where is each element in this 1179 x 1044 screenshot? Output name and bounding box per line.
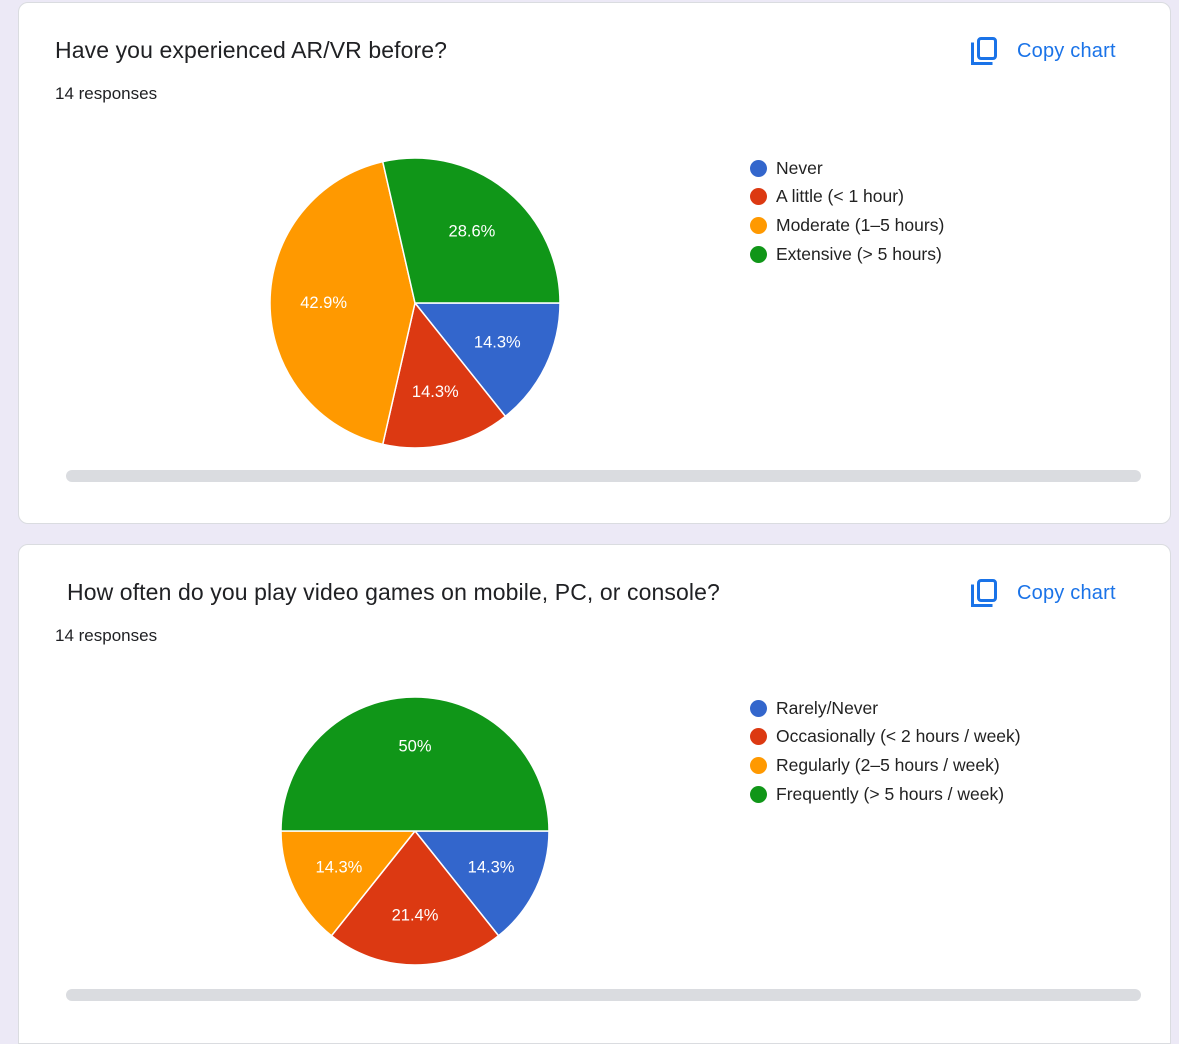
copy-chart-button[interactable]: Copy chart	[969, 31, 1116, 71]
chart-card-video-games: How often do you play video games on mob…	[18, 544, 1171, 1044]
slice-percent-label: 14.3%	[412, 383, 459, 401]
legend-label: Frequently (> 5 hours / week)	[776, 783, 1005, 804]
legend-item[interactable]: Extensive (> 5 hours)	[750, 240, 944, 269]
pie-slice[interactable]	[280, 830, 416, 937]
slice-percent-label: 42.9%	[300, 294, 347, 312]
copy-chart-label: Copy chart	[1017, 581, 1116, 604]
legend-label: Occasionally (< 2 hours / week)	[776, 726, 1021, 747]
horizontal-scrollbar[interactable]	[66, 470, 1141, 482]
legend-swatch	[750, 159, 767, 177]
slice-percent-label: 50%	[398, 738, 431, 756]
copy-icon	[971, 37, 997, 65]
question-title: Have you experienced AR/VR before?	[55, 37, 448, 63]
legend-label: A little (< 1 hour)	[776, 186, 904, 207]
legend-item[interactable]: Occasionally (< 2 hours / week)	[750, 723, 1021, 752]
legend-label: Extensive (> 5 hours)	[776, 243, 942, 264]
pie-chart: 14.3% 21.4% 14.3% 50%	[280, 696, 550, 966]
slice-percent-label: 28.6%	[449, 223, 496, 241]
question-title: How often do you play video games on mob…	[67, 579, 720, 605]
legend-item[interactable]: Rarely/Never	[750, 694, 1021, 723]
copy-chart-button[interactable]: Copy chart	[969, 573, 1116, 613]
legend-item[interactable]: Moderate (1–5 hours)	[750, 211, 944, 240]
copy-chart-label: Copy chart	[1017, 39, 1116, 62]
legend-item[interactable]: Frequently (> 5 hours / week)	[750, 780, 1021, 809]
pie-slice[interactable]	[414, 302, 561, 418]
pie-slice[interactable]	[269, 160, 416, 446]
legend-item[interactable]: A little (< 1 hour)	[750, 183, 944, 212]
legend-swatch	[750, 756, 767, 774]
legend-item[interactable]: Regularly (2–5 hours / week)	[750, 751, 1021, 780]
chart-legend: Rarely/Never Occasionally (< 2 hours / w…	[750, 694, 1021, 808]
copy-icon	[971, 579, 997, 607]
slice-percent-label: 14.3%	[468, 859, 515, 877]
legend-swatch	[750, 245, 767, 263]
legend-swatch	[750, 728, 767, 746]
legend-swatch	[750, 188, 767, 206]
horizontal-scrollbar[interactable]	[66, 989, 1141, 1001]
pie-slice[interactable]	[414, 830, 550, 937]
pie-slice[interactable]	[381, 157, 561, 304]
pie-slice[interactable]	[381, 302, 507, 449]
slice-percent-label: 14.3%	[316, 859, 363, 877]
legend-label: Regularly (2–5 hours / week)	[776, 754, 1000, 775]
legend-label: Never	[776, 157, 823, 178]
legend-swatch	[750, 785, 767, 803]
response-count: 14 responses	[55, 626, 158, 645]
legend-swatch	[750, 699, 767, 717]
chart-legend: Never A little (< 1 hour) Moderate (1–5 …	[750, 154, 944, 268]
legend-label: Moderate (1–5 hours)	[776, 214, 945, 235]
pie-chart: 14.3% 14.3% 42.9% 28.6%	[269, 157, 561, 449]
legend-label: Rarely/Never	[776, 697, 879, 718]
slice-percent-label: 14.3%	[474, 334, 521, 352]
slice-percent-label: 21.4%	[392, 906, 439, 924]
pie-slice[interactable]	[280, 696, 550, 832]
legend-item[interactable]: Never	[750, 154, 944, 183]
pie-slice[interactable]	[330, 830, 500, 966]
chart-card-ar-vr: Have you experienced AR/VR before? 14 re…	[18, 2, 1171, 524]
response-count: 14 responses	[55, 84, 158, 103]
legend-swatch	[750, 216, 767, 234]
